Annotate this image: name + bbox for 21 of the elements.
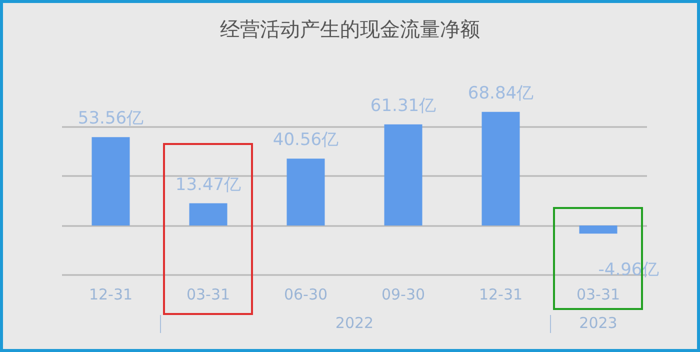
x-tick-label: 09-30 [381,286,426,304]
x-tick-label: 12-31 [88,286,133,304]
data-label: 68.84亿 [468,83,534,104]
data-label: 53.56亿 [78,108,144,129]
bar [579,226,618,234]
bar [92,137,130,226]
x-tick-label: 12-31 [478,286,523,304]
text: 2022 [335,314,374,332]
x-tick-label: 03-31 [576,286,620,304]
x-tick-label: 06-30 [284,286,328,304]
data-label: 61.31亿 [370,96,436,116]
bar [384,124,422,226]
bar [286,158,325,226]
data-label: 40.56亿 [272,130,339,150]
x-tick-label: 03-31 [186,286,230,304]
data-label: 13.47亿 [175,174,242,195]
bar [189,203,228,226]
bar [482,112,520,226]
text: 2023 [579,314,618,332]
chart-title: 经营活动产生的现金流量净额 [220,17,480,41]
data-label: -4.96亿 [598,260,660,280]
